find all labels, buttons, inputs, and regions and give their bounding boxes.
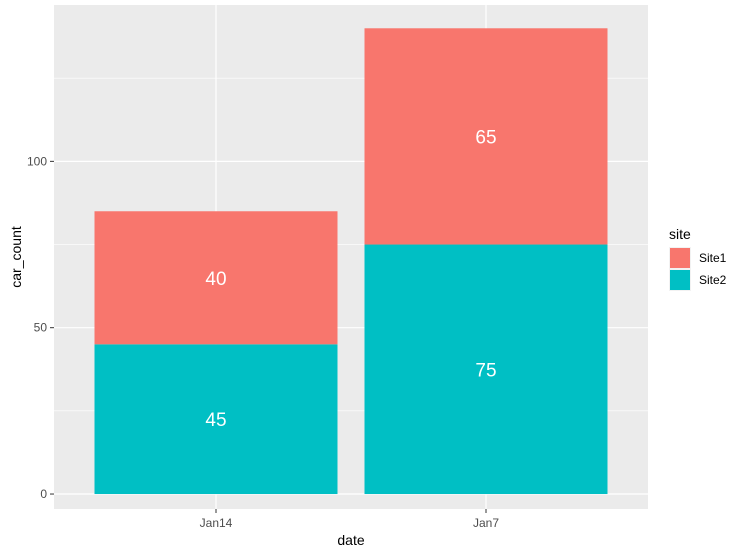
data-label: 45 [205,410,226,431]
data-label: 75 [475,360,496,381]
y-tick-label: 100 [27,154,47,168]
bars [94,28,608,495]
y-axis: 0 50 100 [27,154,54,501]
legend-label: Site2 [699,273,727,287]
legend-label: Site1 [699,251,727,265]
data-label: 65 [475,127,496,148]
data-labels: 45 40 75 65 [205,127,496,431]
y-tick-label: 50 [34,321,48,335]
legend-key-site2 [670,270,690,290]
legend-title: site [669,226,691,242]
legend-entries: Site1 Site2 [669,247,727,291]
legend: site Site1 Site2 [669,226,727,291]
legend-key-site1 [670,248,690,268]
bar-site2-jan7 [364,244,608,495]
y-axis-title: car_count [8,226,24,288]
x-axis-title: date [337,532,364,548]
x-tick-label: Jan7 [473,516,499,530]
bar-site1-jan7 [364,28,608,245]
bar-site1-jan14 [94,211,338,345]
bar-site2-jan14 [94,344,338,495]
y-tick-label: 0 [40,487,47,501]
data-label: 40 [205,269,226,290]
x-tick-label: Jan14 [200,516,233,530]
x-axis: Jan14 Jan7 [200,509,499,530]
